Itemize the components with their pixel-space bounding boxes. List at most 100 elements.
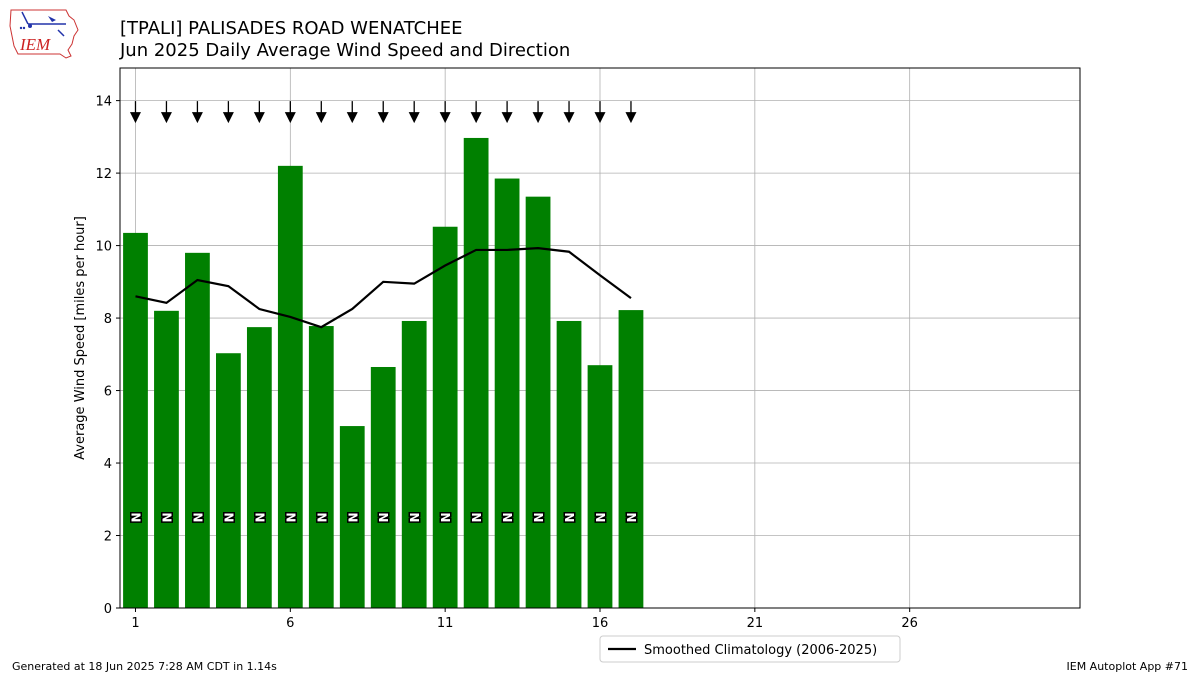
arrow-head	[377, 112, 389, 124]
direction-arrow-1	[129, 101, 141, 124]
direction-label-5: N	[252, 512, 266, 522]
y-tick-label: 14	[95, 95, 112, 110]
bar-day-4	[216, 353, 241, 608]
bar-day-6	[277, 165, 303, 608]
direction-arrow-16	[594, 101, 606, 124]
direction-arrows	[129, 101, 637, 124]
direction-arrow-5	[253, 101, 265, 124]
arrow-head	[470, 112, 482, 124]
direction-label-10: N	[407, 512, 421, 522]
arrow-head	[315, 112, 327, 124]
bar-day-9	[370, 366, 396, 608]
logo-text: IEM	[19, 35, 51, 54]
bar-day-1	[123, 232, 148, 608]
y-tick-label: 10	[95, 240, 112, 255]
x-tick-label: 1	[131, 616, 139, 631]
direction-label-3: N	[190, 512, 204, 522]
direction-label-16: N	[593, 512, 607, 522]
legend: Smoothed Climatology (2006-2025)	[599, 635, 901, 663]
arrow-head	[594, 112, 606, 124]
x-tick-label: 16	[592, 616, 609, 631]
bar-day-5	[246, 327, 272, 608]
arrow-head	[253, 112, 265, 124]
climatology-line-group	[135, 247, 632, 329]
bar-day-12	[463, 137, 489, 609]
direction-arrow-13	[501, 101, 513, 124]
bar-day-11	[432, 226, 458, 608]
x-tick-label: 6	[286, 616, 294, 631]
direction-arrow-6	[284, 101, 296, 124]
direction-arrow-2	[160, 101, 172, 124]
x-tick-label: 26	[901, 616, 918, 631]
title-line-1: [TPALI] PALISADES ROAD WENATCHEE	[120, 18, 463, 39]
direction-label-14: N	[531, 512, 545, 522]
direction-label-2: N	[159, 512, 173, 522]
direction-arrow-7	[315, 101, 327, 124]
direction-arrow-8	[346, 101, 358, 124]
direction-label-7: N	[314, 512, 328, 522]
y-tick-label: 0	[104, 602, 112, 617]
direction-label-6: N	[283, 512, 297, 522]
direction-arrow-15	[563, 101, 575, 124]
chart-title: [TPALI] PALISADES ROAD WENATCHEE Jun 202…	[120, 18, 570, 62]
arrow-head	[284, 112, 296, 124]
bar-day-10	[401, 320, 427, 608]
arrow-head	[563, 112, 575, 124]
x-tick-label: 21	[747, 616, 764, 631]
x-tick-label: 11	[437, 616, 454, 631]
arrow-head	[346, 112, 358, 124]
arrow-head	[532, 112, 544, 124]
arrow-head	[439, 112, 451, 124]
y-tick-label: 4	[104, 457, 112, 472]
direction-label-15: N	[562, 512, 576, 522]
title-line-2: Jun 2025 Daily Average Wind Speed and Di…	[120, 40, 571, 61]
direction-arrow-14	[532, 101, 544, 124]
legend-label-climatology: Smoothed Climatology (2006-2025)	[644, 643, 877, 658]
arrow-head	[625, 112, 637, 124]
bar-day-16	[587, 365, 613, 608]
direction-label-4: N	[221, 512, 235, 522]
direction-label-12: N	[469, 512, 483, 522]
generated-note: Generated at 18 Jun 2025 7:28 AM CDT in …	[12, 660, 277, 673]
direction-arrow-12	[470, 101, 482, 124]
arrow-head	[408, 112, 420, 124]
direction-arrow-17	[625, 101, 637, 124]
bar-day-13	[494, 178, 520, 608]
legend-box	[599, 635, 901, 663]
arrow-head	[160, 112, 172, 124]
direction-arrow-4	[222, 101, 234, 124]
direction-arrow-11	[439, 101, 451, 124]
arrow-head	[129, 112, 141, 124]
bar-day-8	[339, 426, 365, 608]
bar-day-2	[154, 310, 179, 608]
y-tick-label: 12	[95, 167, 112, 182]
direction-arrow-10	[408, 101, 420, 124]
y-tick-label: 8	[104, 312, 112, 327]
bar-day-15	[556, 320, 582, 608]
direction-label-13: N	[500, 512, 514, 522]
direction-label-17: N	[624, 512, 638, 522]
direction-label-11: N	[438, 512, 452, 522]
y-tick-label: 6	[104, 385, 112, 400]
arrow-head	[501, 112, 513, 124]
iem-logo: IEM	[8, 6, 80, 60]
direction-arrow-9	[377, 101, 389, 124]
direction-label-9: N	[376, 512, 390, 522]
bar-day-7	[308, 326, 334, 608]
y-axis-label: Average Wind Speed [miles per hour]	[73, 216, 88, 460]
bar-day-3	[185, 252, 210, 608]
bars	[123, 137, 644, 609]
arrow-head	[222, 112, 234, 124]
direction-label-1: N	[128, 512, 142, 522]
climatology-line	[135, 247, 632, 329]
bar-day-17	[618, 310, 644, 608]
app-label: IEM Autoplot App #71	[1066, 660, 1189, 673]
direction-arrow-3	[191, 101, 203, 124]
bar-day-14	[525, 196, 551, 608]
direction-label-8: N	[345, 512, 359, 522]
y-tick-label: 2	[104, 530, 112, 545]
arrow-head	[191, 112, 203, 124]
